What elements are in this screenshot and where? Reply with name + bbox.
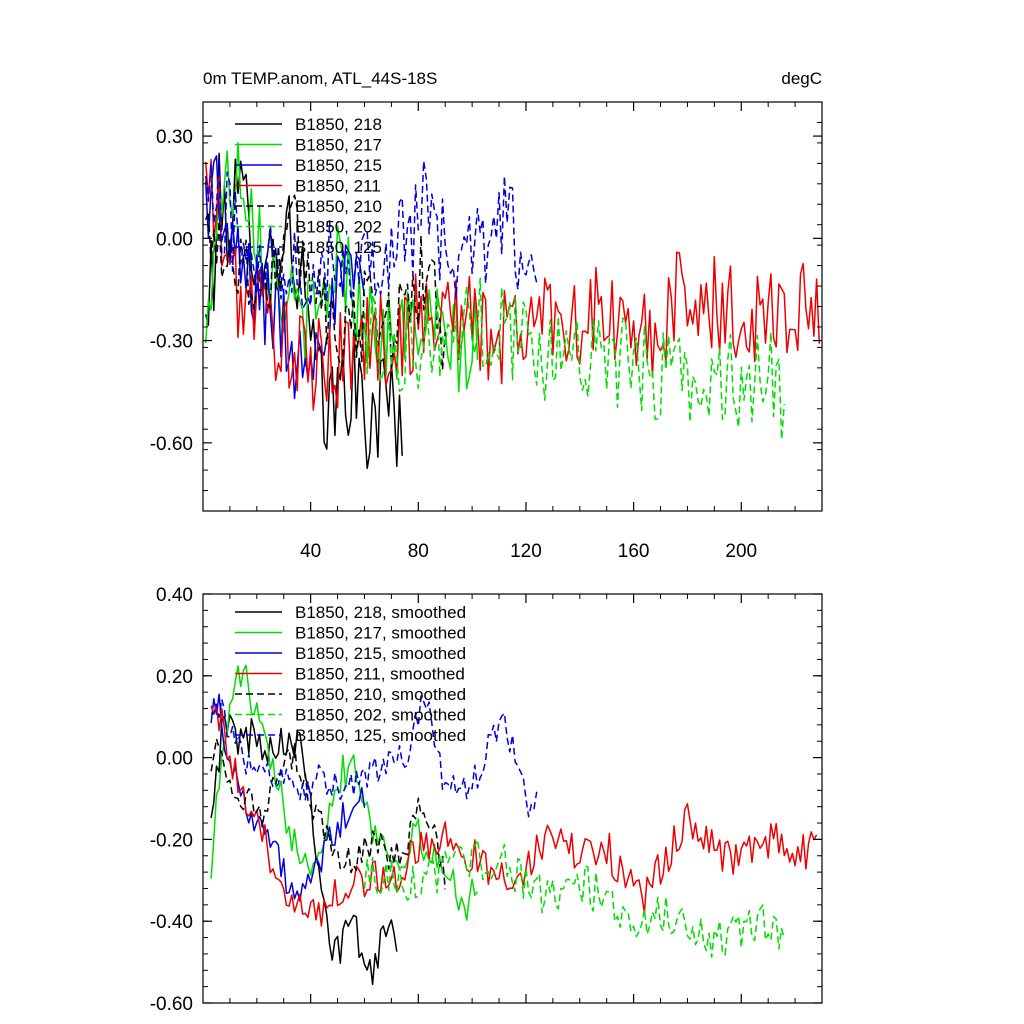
x-tick-label: 160 — [618, 541, 650, 562]
series-line — [210, 695, 538, 818]
top-panel: 0.30 0.00 -0.30 -0.60 40 80 120 160 200 B1850, 21… — [150, 101, 823, 562]
series-line — [210, 664, 479, 921]
y-tick-label: 0.20 — [156, 667, 193, 688]
series-line — [204, 155, 366, 400]
series-line — [204, 194, 446, 371]
legend-label: B1850, 218 — [295, 115, 382, 134]
legend-label: B1850, 202, smoothed — [295, 706, 466, 725]
y-tick-label: -0.30 — [150, 332, 193, 353]
legend-label: B1850, 210, smoothed — [295, 685, 466, 704]
legend-label: B1850, 215, smoothed — [295, 644, 466, 663]
legend-label: B1850, 210 — [295, 197, 382, 216]
series-line — [363, 838, 786, 958]
y-tick-label: -0.60 — [150, 994, 193, 1015]
y-tick-label: 0.40 — [156, 585, 193, 606]
legend-label: B1850, 217 — [295, 136, 382, 155]
y-tick-label: -0.40 — [150, 912, 193, 933]
x-tick-label: 200 — [725, 541, 757, 562]
bottom-panel: 0.40 0.20 0.00 -0.20 -0.40 -0.60 B1850, 218, s… — [150, 585, 823, 1015]
x-tick-label: 120 — [510, 541, 542, 562]
series-line — [210, 703, 818, 927]
y-tick-label: 0.00 — [156, 229, 193, 250]
legend-label: B1850, 215 — [295, 156, 382, 175]
legend-label: B1850, 202 — [295, 218, 382, 237]
y-tick-label: -0.20 — [150, 830, 193, 851]
x-tick-label: 40 — [300, 541, 321, 562]
legend-label: B1850, 218, smoothed — [295, 603, 466, 622]
series-line — [204, 156, 538, 310]
legend-label: B1850, 211, smoothed — [295, 665, 465, 684]
y-tick-label: 0.00 — [156, 749, 193, 770]
y-tick-label: 0.30 — [156, 127, 193, 148]
y-tick-label: -0.60 — [150, 434, 193, 455]
legend-label: B1850, 125 — [295, 238, 382, 257]
plot-title-right: degC — [781, 69, 822, 88]
series-line — [210, 714, 398, 986]
legend-label: B1850, 217, smoothed — [295, 624, 466, 643]
series-line — [204, 158, 821, 411]
x-tick-label: 80 — [408, 541, 429, 562]
series-line — [210, 738, 446, 890]
plot-title-left: 0m TEMP.anom, ATL_44S-18S — [203, 69, 437, 88]
series-line — [363, 277, 786, 440]
plot-frame — [202, 593, 823, 1004]
legend-label: B1850, 211 — [295, 177, 381, 196]
legend-label: B1850, 125, smoothed — [295, 726, 466, 745]
